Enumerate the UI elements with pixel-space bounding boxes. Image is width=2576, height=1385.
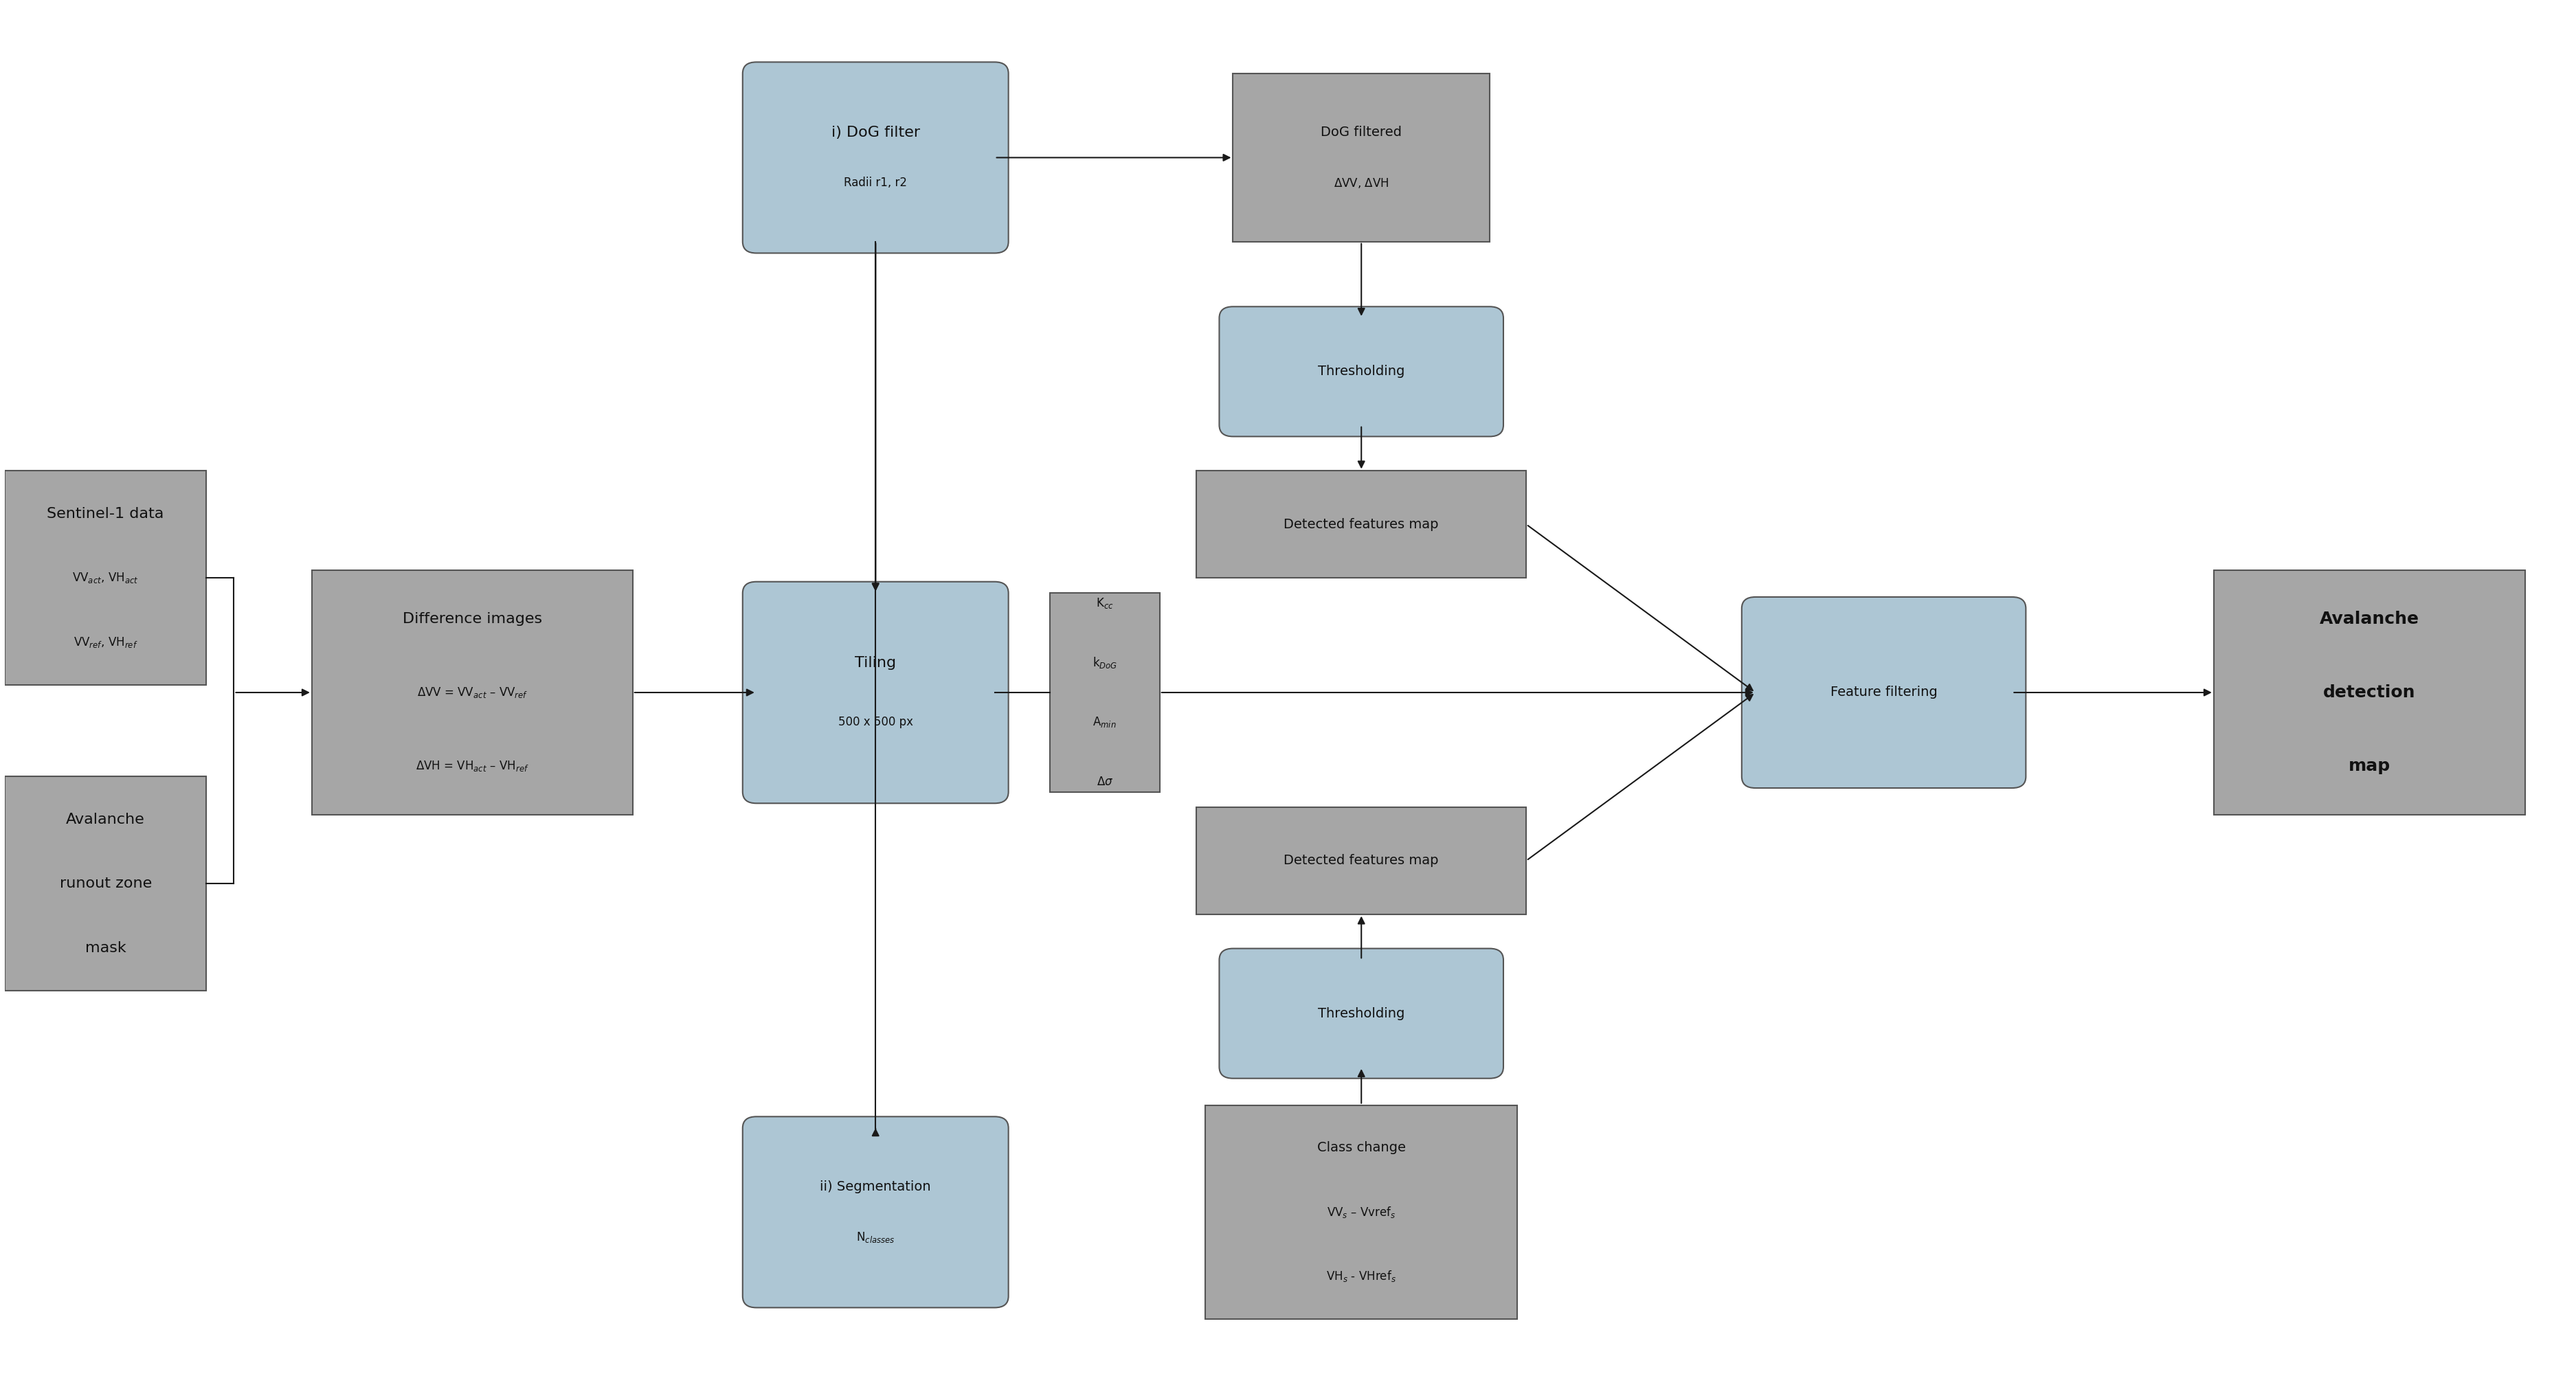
Text: Detected features map: Detected features map	[1283, 518, 1440, 530]
Text: detection: detection	[2324, 684, 2416, 701]
Text: Class change: Class change	[1316, 1141, 1406, 1155]
Text: $\Delta$VV, $\Delta$VH: $\Delta$VV, $\Delta$VH	[1334, 176, 1388, 190]
Text: VV$_s$ – Vvref$_s$: VV$_s$ – Vvref$_s$	[1327, 1205, 1396, 1219]
Text: Avalanche: Avalanche	[2321, 611, 2419, 627]
FancyBboxPatch shape	[742, 1116, 1007, 1307]
Bar	[312, 571, 634, 814]
Text: $\Delta\sigma$: $\Delta\sigma$	[1097, 776, 1113, 788]
FancyBboxPatch shape	[1218, 949, 1504, 1079]
Bar	[1206, 1105, 1517, 1319]
Text: Radii r1, r2: Radii r1, r2	[845, 177, 907, 188]
Bar	[1234, 73, 1489, 241]
Text: runout zone: runout zone	[59, 877, 152, 891]
Text: N$_{classes}$: N$_{classes}$	[855, 1230, 894, 1244]
FancyBboxPatch shape	[742, 62, 1007, 253]
Text: VV$_{act}$, VH$_{act}$: VV$_{act}$, VH$_{act}$	[72, 571, 139, 584]
Text: K$_{cc}$: K$_{cc}$	[1095, 596, 1113, 609]
Bar	[2213, 571, 2524, 814]
Text: 500 x 500 px: 500 x 500 px	[837, 716, 912, 729]
Text: map: map	[2349, 758, 2391, 774]
FancyBboxPatch shape	[1218, 306, 1504, 436]
Text: Avalanche: Avalanche	[67, 813, 144, 827]
Text: k$_{DoG}$: k$_{DoG}$	[1092, 655, 1118, 670]
Bar	[1048, 593, 1159, 792]
Text: $\Delta$VH = VH$_{act}$ – VH$_{ref}$: $\Delta$VH = VH$_{act}$ – VH$_{ref}$	[415, 759, 528, 773]
Text: Tiling: Tiling	[855, 656, 896, 669]
Text: VH$_s$ - VHref$_s$: VH$_s$ - VHref$_s$	[1327, 1269, 1396, 1284]
Text: Feature filtering: Feature filtering	[1832, 686, 1937, 699]
Text: $\Delta$VV = VV$_{act}$ – VV$_{ref}$: $\Delta$VV = VV$_{act}$ – VV$_{ref}$	[417, 686, 528, 699]
Text: Detected features map: Detected features map	[1283, 855, 1440, 867]
Text: mask: mask	[85, 940, 126, 954]
Text: DoG filtered: DoG filtered	[1321, 126, 1401, 138]
Text: VV$_{ref}$, VH$_{ref}$: VV$_{ref}$, VH$_{ref}$	[75, 636, 137, 650]
Bar	[1195, 807, 1528, 914]
Bar	[1195, 471, 1528, 578]
Text: i) DoG filter: i) DoG filter	[832, 126, 920, 140]
Text: Difference images: Difference images	[402, 612, 541, 626]
Bar	[5, 471, 206, 684]
Text: Thresholding: Thresholding	[1319, 1007, 1404, 1019]
FancyBboxPatch shape	[1741, 597, 2025, 788]
Text: A$_{min}$: A$_{min}$	[1092, 716, 1115, 729]
Text: Sentinel-1 data: Sentinel-1 data	[46, 507, 165, 521]
Bar	[5, 777, 206, 990]
FancyBboxPatch shape	[742, 582, 1007, 803]
Text: ii) Segmentation: ii) Segmentation	[819, 1180, 930, 1194]
Text: Thresholding: Thresholding	[1319, 366, 1404, 378]
